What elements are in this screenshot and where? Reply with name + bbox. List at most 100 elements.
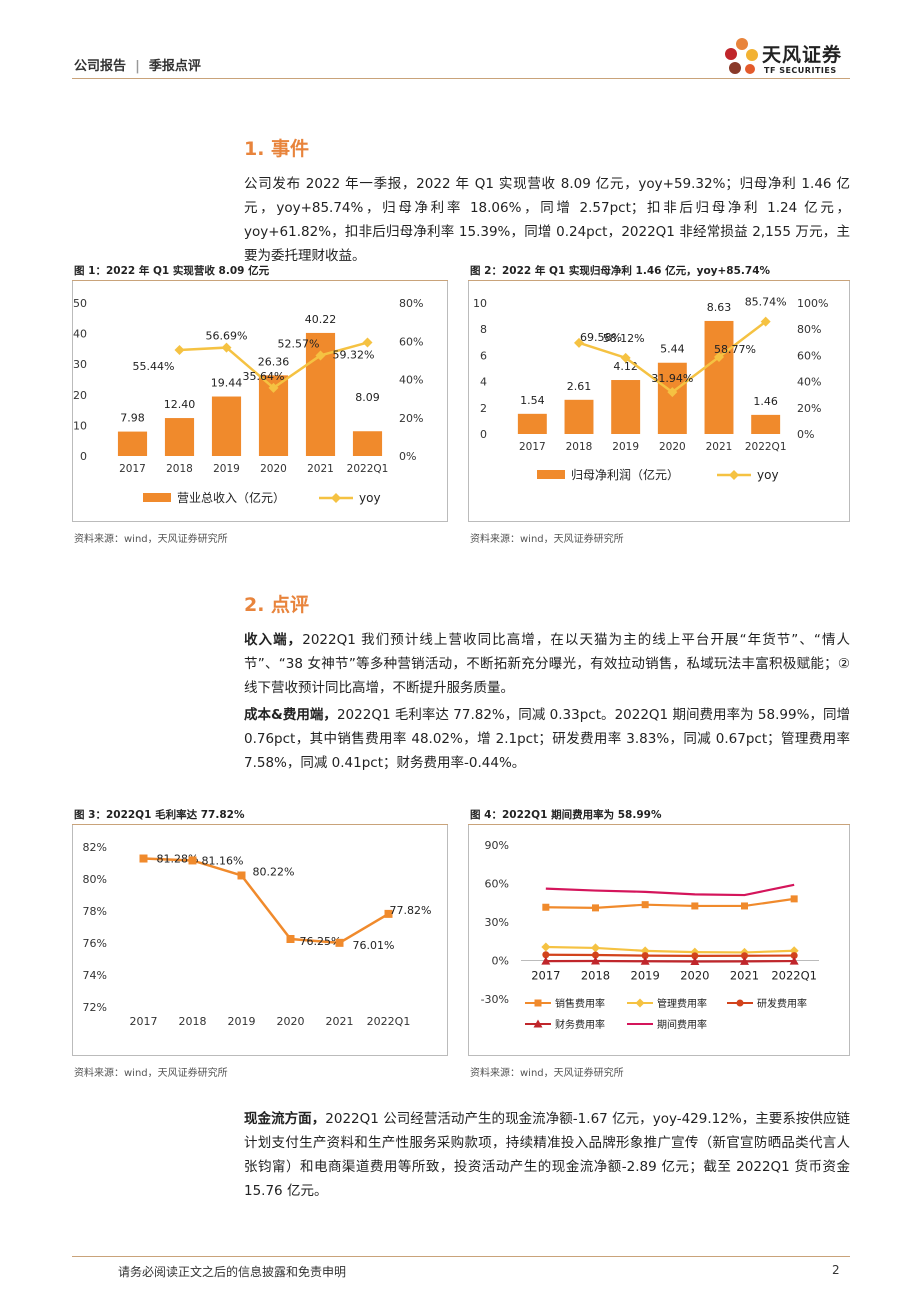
- yoy-point: [221, 342, 232, 353]
- x-tick-label: 2020: [659, 441, 686, 453]
- x-tick-label: 2017: [119, 463, 146, 475]
- gross-margin-line: [143, 857, 390, 945]
- legend-bar-label: 归母净利润（亿元）: [571, 467, 679, 482]
- x-tick-label: 2020: [277, 1015, 305, 1028]
- y-tick-label: 50: [73, 297, 87, 310]
- section2-paragraph-cashflow: 现金流方面，2022Q1 公司经营活动产生的现金流净额-1.67 亿元，yoy-…: [244, 1107, 850, 1203]
- cashflow-body: 2022Q1 公司经营活动产生的现金流净额-1.67 亿元，yoy-429.12…: [244, 1111, 851, 1199]
- bar-value-label: 1.54: [520, 394, 545, 407]
- x-tick-label: 2020: [260, 463, 287, 475]
- y-tick-label: 78%: [83, 905, 107, 918]
- y-tick-label: 60%: [485, 878, 509, 891]
- legend-marker: [635, 998, 645, 1008]
- legend-bar-label: 营业总收入（亿元）: [177, 490, 285, 505]
- yoy-point: [714, 352, 724, 363]
- expense-line-5: [545, 883, 795, 897]
- yoy-value-label: 69.58%: [580, 331, 622, 344]
- expense-point: [641, 901, 649, 909]
- yoy-point: [174, 344, 185, 355]
- fig4-source: 资料来源：wind，天风证券研究所: [470, 1068, 624, 1079]
- footer-divider: [72, 1256, 850, 1257]
- fig2-source: 资料来源：wind，天风证券研究所: [470, 534, 624, 545]
- footer-disclaimer: 请务必阅读正文之后的信息披露和免责申明: [118, 1265, 347, 1279]
- legend-yoy-label: yoy: [757, 468, 779, 482]
- expense-point: [790, 895, 798, 903]
- legend-label: 财务费用率: [555, 1018, 605, 1031]
- y-tick-label: 30: [73, 358, 87, 371]
- legend-yoy-marker: [331, 493, 341, 503]
- section1-title: 1. 事件: [244, 138, 310, 160]
- expense-point: [592, 951, 599, 959]
- expense-point: [591, 943, 600, 953]
- x-tick-label: 2022Q1: [367, 1015, 411, 1028]
- y-tick-label: 8: [480, 323, 487, 336]
- x-tick-label: 2018: [179, 1015, 207, 1028]
- y2-tick-label: 80%: [399, 297, 423, 310]
- yoy-value-label: 58.12%: [603, 332, 645, 345]
- separator: |: [130, 59, 145, 74]
- expense-point: [541, 956, 551, 965]
- y-tick-label: 10: [73, 419, 87, 432]
- bar-value-label: 26.36: [258, 355, 290, 368]
- legend-label: 管理费用率: [657, 997, 707, 1010]
- y2-tick-label: 40%: [399, 374, 423, 387]
- gross-margin-label: 80.22%: [253, 865, 295, 878]
- bar-value-label: 8.09: [355, 391, 380, 404]
- fig1-source: 资料来源：wind，天风证券研究所: [74, 534, 228, 545]
- y-tick-label: 6: [480, 349, 487, 362]
- expense-line-1: [545, 897, 795, 909]
- y-tick-label: 10: [473, 297, 487, 310]
- fig3-frame: 72% 74% 76% 78% 80% 82% 81.28% 2017 81.16% 2018 80…: [72, 825, 448, 1056]
- gross-margin-label: 81.28%: [157, 853, 199, 866]
- gross-margin-label: 76.25%: [300, 935, 342, 948]
- bar: [564, 399, 594, 434]
- header-divider: [72, 78, 850, 79]
- y-tick-label: 90%: [485, 839, 509, 852]
- bar: [164, 418, 195, 456]
- expense-point: [592, 904, 599, 912]
- yoy-point: [574, 337, 584, 348]
- legend-bar-swatch: [537, 470, 565, 479]
- yoy-point: [268, 382, 279, 393]
- yoy-point: [315, 350, 326, 361]
- y-tick-label: 30%: [485, 916, 509, 929]
- x-tick-label: 2017: [130, 1015, 158, 1028]
- yoy-point: [760, 316, 771, 327]
- legend-marker: [534, 999, 542, 1007]
- x-tick-label: 2019: [213, 463, 240, 475]
- yoy-value-label: 85.74%: [745, 296, 787, 309]
- bar: [517, 413, 547, 434]
- gross-margin-point: [237, 871, 246, 880]
- expense-line-3: [545, 953, 795, 957]
- y-tick-label: 82%: [83, 841, 107, 854]
- expense-point: [640, 956, 650, 965]
- legend-label: 销售费用率: [555, 997, 605, 1010]
- yoy-value-label: 52.57%: [278, 337, 320, 350]
- expense-point: [542, 903, 550, 911]
- fig3-title: 图 3：2022Q1 毛利率达 77.82%: [74, 809, 245, 821]
- bar-value-label: 5.44: [660, 343, 685, 356]
- y2-tick-label: 0%: [399, 450, 416, 463]
- expense-point: [691, 952, 699, 960]
- x-tick-label: 2022Q1: [771, 969, 817, 983]
- y-tick-label: 40: [73, 328, 87, 341]
- y2-tick-label: 20%: [797, 402, 821, 415]
- x-tick-label: 2021: [706, 441, 733, 453]
- y2-tick-label: 60%: [399, 335, 423, 348]
- page-number: 2: [832, 1263, 840, 1277]
- x-tick-label: 2019: [631, 969, 660, 983]
- y-tick-label: 80%: [83, 873, 107, 886]
- yoy-value-label: 56.69%: [206, 330, 248, 343]
- bar: [704, 320, 734, 434]
- expense-point: [591, 956, 600, 965]
- yoy-point: [667, 387, 678, 398]
- fig2-chart: 02468100%20%40%60%80%100%1.5420172.61201…: [473, 296, 828, 482]
- bar-value-label: 8.63: [707, 301, 732, 314]
- expense-point: [790, 952, 798, 960]
- x-tick-label: 2018: [566, 441, 593, 453]
- x-tick-label: 2022Q1: [745, 441, 787, 453]
- x-tick-label: 2020: [680, 969, 709, 983]
- y-tick-label: 74%: [83, 969, 107, 982]
- bar-value-label: 40.22: [305, 313, 337, 326]
- header-breadcrumb: 公司报告 | 季报点评: [74, 55, 201, 74]
